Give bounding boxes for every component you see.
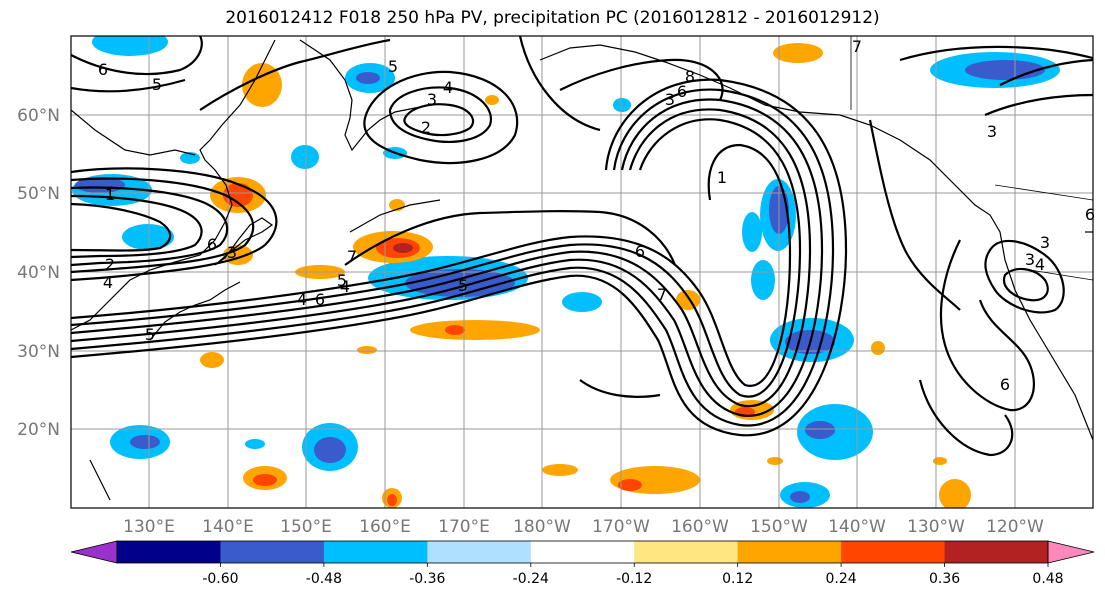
contour-label: 3: [1025, 250, 1035, 269]
lon-label: 180°W: [513, 517, 571, 537]
lon-label: 170°E: [438, 517, 490, 537]
contour-label: 3: [227, 243, 237, 262]
colorbar-tick-label: 0.36: [929, 571, 960, 587]
lat-label: 60°N: [17, 106, 60, 126]
colorbar-tick-label: -0.12: [616, 571, 652, 587]
colorbar-tick-label: 0.24: [826, 571, 857, 587]
colorbar: -0.60 -0.48 -0.36 -0.24 -0.12 0.12 0.24 0.36 0.4…: [70, 540, 1095, 587]
lat-label: 40°N: [17, 263, 60, 283]
lon-label: 160°W: [671, 517, 729, 537]
contour-label: 3: [427, 90, 437, 109]
contour-labels: 6554326351247643561786736346345: [98, 37, 1095, 394]
contour-label: 1: [105, 185, 115, 204]
contour-label: 5: [388, 57, 398, 76]
contour-label: 4: [1035, 255, 1045, 274]
lon-label: 150°E: [280, 517, 332, 537]
colorbar-segment: [841, 541, 946, 563]
coastlines: [71, 39, 1093, 501]
colorbar-segment: [530, 541, 635, 563]
lat-tick-labels: 60°N 50°N 40°N 30°N 20°N: [17, 106, 60, 440]
lat-label: 30°N: [17, 342, 60, 362]
lon-label: 140°E: [202, 517, 254, 537]
contour-label: 3: [987, 122, 997, 141]
plot-frame: [70, 35, 1094, 509]
contour-label: 5: [145, 325, 155, 344]
lon-label: 160°E: [359, 517, 411, 537]
colorbar-segment: [737, 541, 842, 563]
colorbar-tick-label: -0.48: [306, 571, 342, 587]
lon-label: 130°E: [123, 517, 175, 537]
contour-label: 4: [103, 273, 113, 292]
colorbar-segment: [634, 541, 739, 563]
contour-label: 4: [443, 78, 453, 97]
colorbar-segment: [944, 541, 1049, 563]
contour-label: 2: [105, 255, 115, 274]
lon-tick-labels: 130°E 140°E 150°E 160°E 170°E 180°W 170°…: [123, 517, 1044, 537]
colorbar-tick-label: -0.36: [409, 571, 445, 587]
contour-label: 6: [315, 290, 325, 309]
lon-label: 170°W: [592, 517, 650, 537]
colorbar-frame: [116, 540, 1049, 564]
contour-label: 6: [207, 235, 217, 254]
lon-label: 140°W: [828, 517, 886, 537]
contour-label: 4: [297, 290, 307, 309]
contour-label: 4: [340, 277, 350, 296]
contour-label: 8: [685, 67, 695, 86]
contour-label: 5: [458, 276, 468, 295]
contour-label: 2: [421, 118, 431, 137]
contour-label: 6: [1000, 375, 1010, 394]
contour-label: 6: [635, 242, 645, 261]
lat-label: 20°N: [17, 420, 60, 440]
colorbar-tick-label: -0.60: [202, 571, 238, 587]
colorbar-segment: [323, 541, 428, 563]
contour-label: 3: [665, 90, 675, 109]
contour-label: 7: [852, 37, 862, 56]
lon-label: 150°W: [750, 517, 808, 537]
contour-label: 1: [717, 168, 727, 187]
colorbar-segment: [427, 541, 532, 563]
lon-label: 120°W: [986, 517, 1044, 537]
colorbar-segment: [117, 541, 221, 563]
colorbar-tick-label: 0.48: [1032, 571, 1063, 587]
colorbar-tick-label: 0.12: [722, 571, 753, 587]
colorbar-extend-high: [1047, 540, 1095, 564]
contour-label: 5: [152, 75, 162, 94]
contour-label: 7: [657, 285, 667, 304]
lon-label: 130°W: [907, 517, 965, 537]
contour-label: 6: [98, 60, 108, 79]
colorbar-tick-label: -0.24: [513, 571, 549, 587]
contour-label: 3: [1040, 233, 1050, 252]
colorbar-segment: [220, 541, 325, 563]
pv-contours: [71, 36, 1093, 457]
gridlines: [71, 36, 1093, 508]
contour-label: 6: [1085, 205, 1095, 224]
contour-label: 7: [347, 247, 357, 266]
contour-label: 5: [337, 271, 347, 290]
colorbar-extend-low: [70, 540, 118, 564]
contour-label: 6: [677, 82, 687, 101]
lat-label: 50°N: [17, 184, 60, 204]
map-title: 2016012412 F018 250 hPa PV, precipitatio…: [225, 8, 880, 28]
